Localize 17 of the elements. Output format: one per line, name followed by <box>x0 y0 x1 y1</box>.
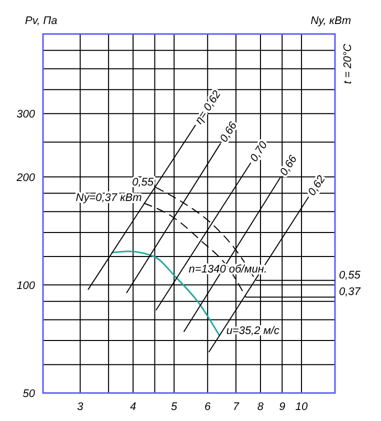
text: t = 20°C <box>342 44 354 84</box>
x-tick-label: 3 <box>77 401 84 413</box>
y-axis-title: Pv, Па <box>25 15 58 27</box>
x-tick-label: 7 <box>232 401 240 413</box>
annotation: 0,55 <box>339 269 362 282</box>
y-tick-label: 100 <box>16 280 36 292</box>
y-tick-label: 300 <box>16 108 36 121</box>
y2-axis-title: Ny, кВт <box>310 15 351 27</box>
annotation: 0,37 <box>339 286 362 298</box>
y-tick-label: 200 <box>16 172 36 184</box>
x-tick-label: 9 <box>279 401 286 413</box>
y-tick-label: 50 <box>22 388 36 400</box>
x-tick-label: 6 <box>204 401 212 413</box>
x-tick-label: 8 <box>257 401 264 413</box>
x-tick-label: 10 <box>295 401 308 413</box>
x-tick-label: 4 <box>130 401 136 413</box>
x-tick-label: 5 <box>171 401 178 413</box>
